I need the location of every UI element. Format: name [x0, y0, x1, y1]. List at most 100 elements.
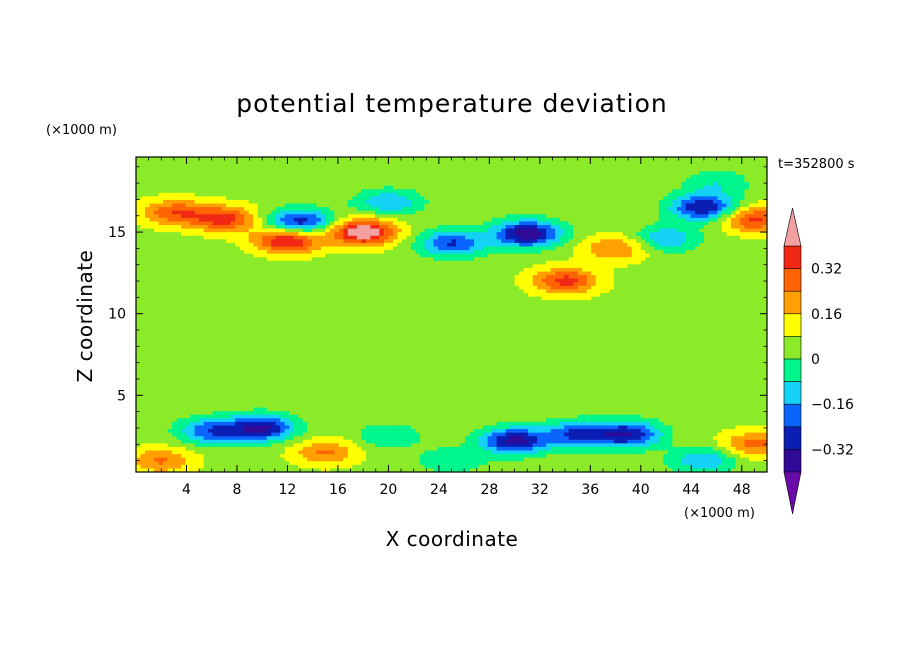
contour-cell: [190, 182, 196, 187]
contour-cell: [262, 192, 268, 197]
contour-cell: [595, 157, 601, 162]
contour-cell: [208, 157, 214, 162]
contour-cell: [383, 232, 389, 237]
contour-cell: [514, 167, 520, 172]
contour-cell: [244, 182, 250, 187]
contour-cell: [573, 157, 579, 162]
contour-cell: [528, 235, 534, 240]
contour-cell: [654, 232, 660, 237]
contour-cell: [298, 171, 304, 176]
contour-cell: [361, 246, 367, 251]
contour-cell: [293, 271, 299, 276]
contour-cell: [212, 260, 218, 265]
contour-cell: [356, 199, 362, 205]
contour-cell: [167, 228, 173, 233]
contour-cell: [176, 182, 182, 187]
contour-cell: [699, 210, 705, 215]
contour-cell: [609, 214, 615, 219]
contour-cell: [627, 160, 633, 165]
contour-cell: [703, 189, 710, 194]
contour-cell: [149, 221, 155, 226]
contour-cell: [622, 253, 628, 258]
contour-cell: [681, 260, 687, 265]
contour-cell: [383, 275, 389, 280]
contour-cell: [154, 225, 160, 230]
contour-cell: [451, 189, 457, 194]
contour-cell: [392, 246, 399, 251]
contour-cell: [338, 221, 344, 226]
contour-cell: [253, 196, 259, 201]
contour-cell: [433, 232, 439, 237]
contour-cell: [631, 278, 637, 283]
contour-cell: [361, 174, 367, 180]
contour-cell: [510, 232, 516, 237]
contour-cell: [136, 192, 142, 197]
contour-cell: [735, 221, 741, 226]
contour-cell: [456, 178, 462, 183]
contour-cell: [217, 282, 223, 287]
contour-cell: [748, 221, 755, 226]
contour-cell: [158, 250, 164, 255]
contour-cell: [383, 257, 389, 262]
contour-cell: [753, 250, 759, 255]
contour-cell: [419, 257, 426, 262]
contour-cell: [757, 242, 764, 248]
contour-cell: [226, 271, 232, 276]
contour-cell: [325, 275, 331, 280]
contour-cell: [365, 182, 371, 187]
contour-cell: [415, 167, 421, 172]
contour-cell: [275, 275, 281, 280]
contour-cell: [266, 225, 272, 230]
contour-cell: [266, 282, 272, 287]
contour-cell: [419, 250, 426, 255]
contour-cell: [167, 246, 173, 251]
contour-cell: [748, 267, 755, 273]
contour-cell: [176, 214, 182, 219]
contour-cell: [253, 267, 259, 273]
contour-cell: [568, 228, 574, 233]
contour-cell: [329, 225, 335, 230]
contour-cell: [235, 192, 241, 197]
contour-cell: [685, 217, 691, 223]
contour-cell: [469, 242, 475, 248]
contour-cell: [681, 185, 687, 190]
contour-cell: [140, 164, 146, 169]
contour-cell: [212, 246, 218, 251]
contour-cell: [320, 242, 326, 248]
contour-cell: [487, 235, 493, 240]
contour-cell: [456, 210, 462, 215]
contour-cell: [672, 196, 678, 201]
contour-cell: [550, 221, 556, 226]
contour-cell: [460, 207, 466, 212]
contour-cell: [672, 257, 678, 262]
contour-cell: [298, 157, 304, 162]
contour-cell: [627, 167, 633, 172]
contour-cell: [419, 210, 426, 215]
contour-cell: [401, 203, 408, 208]
contour-cell: [190, 207, 196, 212]
contour-cell: [311, 182, 317, 187]
contour-cell: [735, 210, 741, 215]
contour-cell: [280, 174, 286, 180]
contour-cell: [316, 228, 322, 233]
contour-cell: [329, 174, 335, 180]
contour-cell: [230, 235, 236, 240]
contour-cell: [383, 235, 389, 240]
contour-cell: [456, 260, 462, 265]
contour-cell: [298, 246, 304, 251]
contour-cell: [712, 199, 719, 205]
contour-cell: [649, 217, 655, 223]
contour-cell: [487, 228, 493, 233]
contour-cell: [550, 210, 556, 215]
contour-cell: [577, 199, 583, 205]
contour-cell: [523, 167, 529, 172]
contour-cell: [613, 235, 619, 240]
contour-cell: [424, 157, 430, 162]
contour-cell: [523, 210, 529, 215]
contour-cell: [374, 260, 380, 265]
contour-cell: [672, 174, 678, 180]
contour-cell: [370, 182, 376, 187]
contour-cell: [609, 232, 615, 237]
contour-cell: [446, 264, 453, 269]
contour-cell: [266, 260, 272, 265]
